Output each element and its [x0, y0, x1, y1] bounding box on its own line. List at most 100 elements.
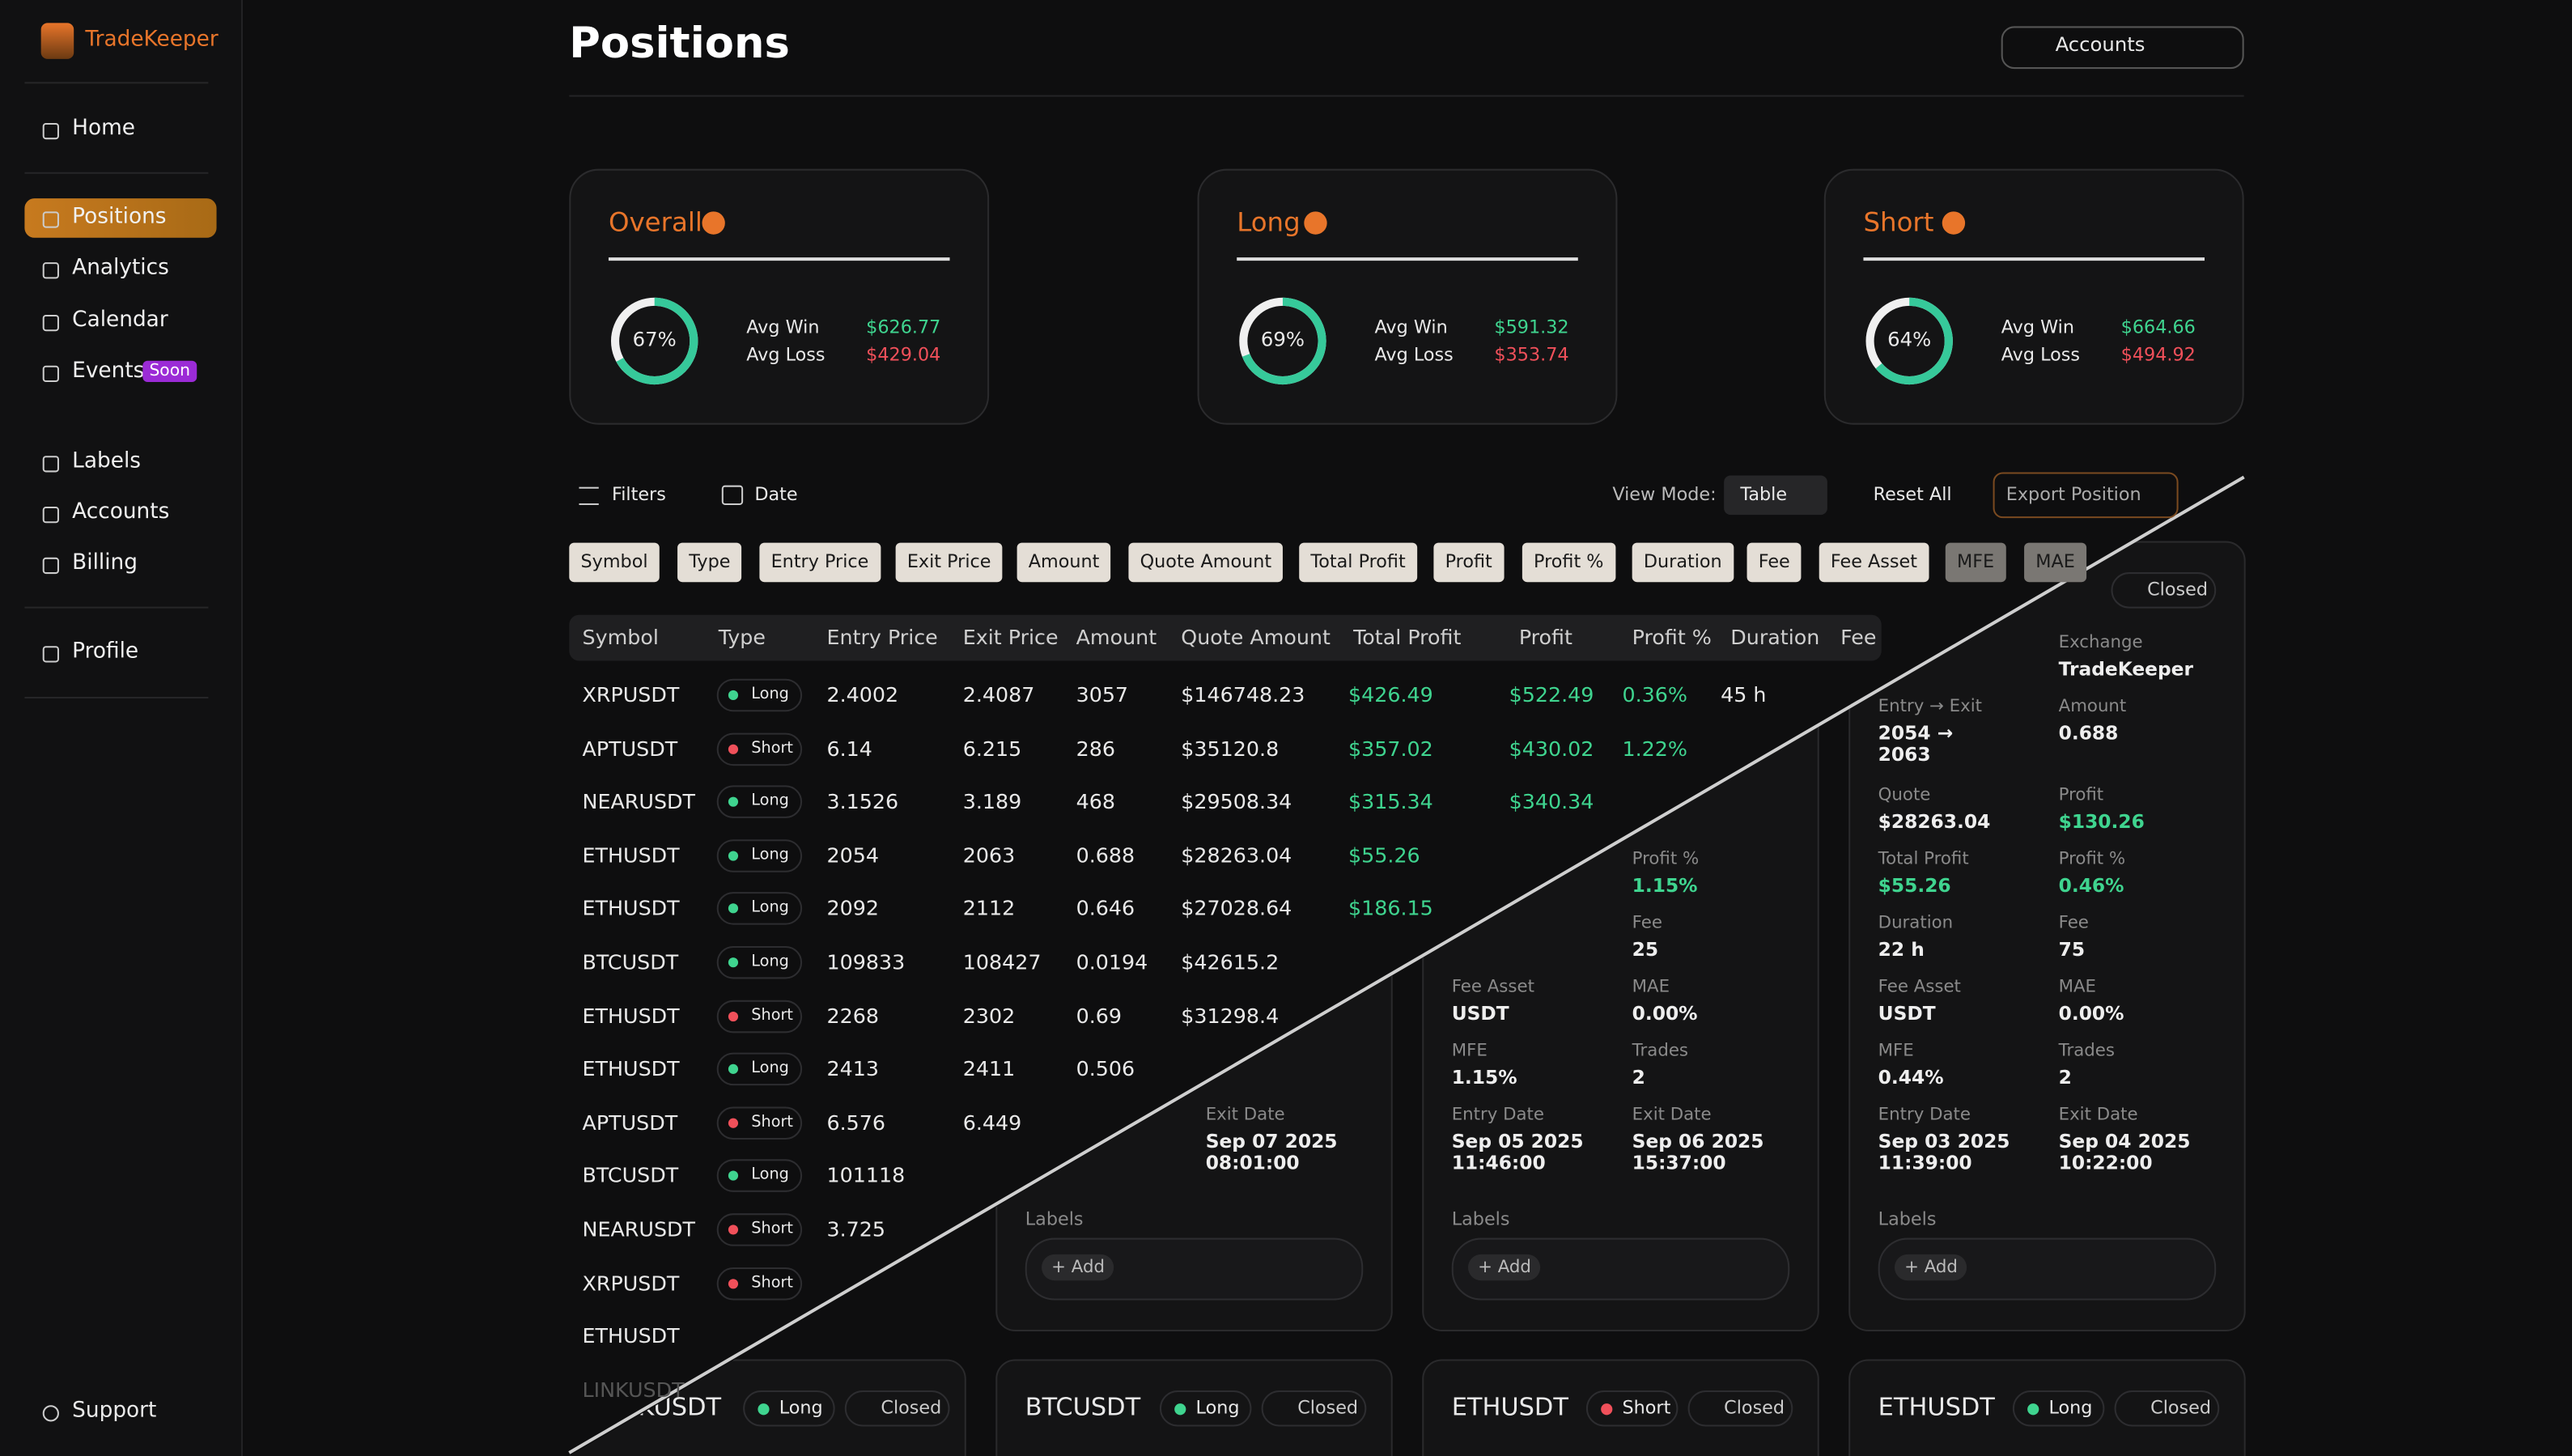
- stat-title: Long: [1237, 206, 1301, 238]
- type-badge: [716, 1106, 803, 1140]
- cell: XRPUSDT: [582, 1270, 680, 1295]
- type-label: Long: [779, 1397, 823, 1419]
- status-badge: [844, 1390, 950, 1427]
- column-chip[interactable]: Total Profit: [1299, 542, 1417, 583]
- column-header: Exit Price: [962, 624, 1059, 650]
- nav-icon: [42, 557, 59, 575]
- cell: $340.34: [1509, 788, 1594, 814]
- cell: $35120.8: [1181, 735, 1280, 761]
- field-value-2: 08:01:00: [1205, 1151, 1300, 1174]
- win-value: $664.66: [2120, 316, 2196, 338]
- nav-item[interactable]: Positions: [72, 205, 167, 230]
- type-label: Long: [751, 792, 789, 811]
- card-symbol: BTCUSDT: [1025, 1391, 1141, 1422]
- accounts-button[interactable]: [2001, 26, 2244, 70]
- add-label[interactable]: + Add: [1467, 1254, 1542, 1281]
- type-label: Short: [751, 1006, 793, 1025]
- export-button[interactable]: [1993, 472, 2179, 519]
- cell: 108427: [962, 949, 1042, 974]
- column-chip[interactable]: Fee Asset: [1819, 542, 1929, 583]
- reset[interactable]: Reset All: [1873, 483, 1952, 505]
- column-header: Symbol: [582, 624, 659, 650]
- nav-item[interactable]: Profile: [72, 639, 139, 664]
- nav-item[interactable]: Accounts: [72, 499, 170, 525]
- field-label: Exchange: [2058, 632, 2143, 653]
- nav-item[interactable]: Events: [72, 359, 145, 384]
- loss-label: Avg Loss: [2001, 344, 2080, 366]
- position-card: [1848, 1359, 2246, 1456]
- column-header: Profit: [1518, 624, 1572, 650]
- nav-item[interactable]: Calendar: [72, 308, 168, 333]
- cell: 109833: [826, 949, 906, 974]
- column-chip[interactable]: Profit: [1433, 542, 1504, 583]
- nav-item[interactable]: Home: [72, 116, 135, 142]
- column-chip[interactable]: MFE: [1945, 542, 2006, 583]
- column-chip[interactable]: MAE: [2024, 542, 2087, 583]
- cell: BTCUSDT: [582, 1163, 679, 1188]
- cell: 3.1526: [826, 788, 899, 814]
- nav-item[interactable]: Billing: [72, 550, 138, 576]
- field-label: MAE: [1632, 977, 1670, 997]
- column-header: Type: [718, 624, 766, 650]
- card-symbol: ETHUSDT: [1451, 1391, 1568, 1422]
- column-chip[interactable]: Profit %: [1522, 542, 1615, 583]
- type-label: Long: [2048, 1397, 2093, 1419]
- view-select[interactable]: [1724, 475, 1827, 516]
- cell: 2.4087: [962, 681, 1035, 707]
- cell: XRPUSDT: [582, 681, 680, 707]
- status-label: Closed: [2147, 579, 2208, 601]
- field-label: Duration: [1878, 913, 1954, 933]
- column-header: Quote Amount: [1181, 624, 1331, 650]
- support[interactable]: Support: [72, 1399, 157, 1424]
- separator: [24, 697, 209, 699]
- column-chip[interactable]: Entry Price: [759, 542, 881, 583]
- win-value: $591.32: [1494, 316, 1569, 338]
- field-value: 0.00%: [1632, 1001, 1698, 1025]
- field-label: Entry Date: [1451, 1105, 1544, 1125]
- field-value: 0.46%: [2058, 873, 2124, 898]
- field-label: Profit: [2058, 785, 2104, 805]
- cell: $27028.64: [1181, 895, 1292, 921]
- type-badge: [716, 785, 803, 819]
- nav-item[interactable]: Labels: [72, 449, 141, 474]
- view-value[interactable]: Table: [1740, 483, 1788, 505]
- type-badge: [716, 945, 803, 979]
- field-value: 25: [1632, 937, 1659, 961]
- column-header: Fee: [1840, 624, 1877, 650]
- status-label: Closed: [2150, 1397, 2212, 1419]
- type-dot: [728, 1278, 739, 1288]
- filters[interactable]: Filters: [611, 483, 666, 505]
- stat-title: Short: [1863, 206, 1934, 238]
- cell: 468: [1076, 788, 1115, 814]
- type-label: Long: [751, 898, 789, 918]
- cell: 2411: [962, 1056, 1016, 1081]
- field-label: Entry Date: [1878, 1105, 1971, 1125]
- type-badge: [716, 1160, 803, 1193]
- status-badge: [1687, 1390, 1793, 1427]
- add-label[interactable]: + Add: [1894, 1254, 1968, 1281]
- column-chip[interactable]: Quote Amount: [1128, 542, 1284, 583]
- cell: 1.22%: [1622, 735, 1688, 761]
- export-label[interactable]: Export Position: [2005, 483, 2141, 505]
- column-header: Total Profit: [1353, 624, 1462, 650]
- view-mode-label: View Mode:: [1612, 483, 1717, 505]
- donut-arc: [1239, 297, 1326, 385]
- date[interactable]: Date: [754, 483, 798, 505]
- field-value: 2: [1632, 1065, 1645, 1089]
- nav-item[interactable]: Analytics: [72, 256, 169, 281]
- add-label[interactable]: + Add: [1042, 1254, 1115, 1281]
- column-chip[interactable]: Fee: [1746, 542, 1802, 583]
- column-chip[interactable]: Exit Price: [895, 542, 1003, 583]
- field-value: 1.15%: [1451, 1065, 1517, 1089]
- column-chip[interactable]: Amount: [1016, 542, 1111, 583]
- type-label: Long: [751, 685, 789, 704]
- cell: NEARUSDT: [582, 1216, 696, 1242]
- column-chip[interactable]: Duration: [1632, 542, 1734, 583]
- cell: 0.688: [1076, 842, 1135, 868]
- column-chip[interactable]: Symbol: [569, 542, 660, 583]
- labels-title: Labels: [1878, 1208, 1937, 1230]
- column-chip[interactable]: Type: [677, 542, 742, 583]
- field-value: USDT: [1878, 1001, 1936, 1025]
- accounts-label[interactable]: Accounts: [2055, 32, 2145, 56]
